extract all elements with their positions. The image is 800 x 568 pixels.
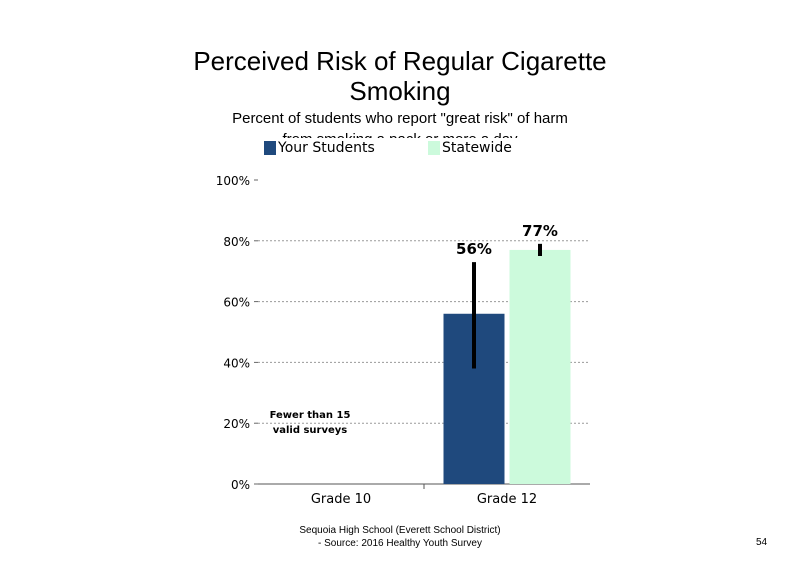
legend-label-your-students: Your Students	[278, 140, 375, 156]
chart-title-line-1: Perceived Risk of Regular Cigarette	[193, 46, 607, 76]
x-tick-label: Grade 12	[477, 492, 537, 507]
chart-subtitle: Percent of students who report "great ri…	[200, 108, 600, 138]
data-label: 56%	[456, 240, 492, 258]
y-tick-label: 60%	[223, 296, 250, 310]
y-tick-label: 40%	[223, 356, 250, 370]
chart-subtitle-line-1: Percent of students who report "great ri…	[232, 110, 568, 127]
legend-label-statewide: Statewide	[442, 140, 512, 156]
annotation-line-1: Fewer than 15	[270, 410, 351, 421]
chart-title-line-2: Smoking	[349, 76, 451, 106]
bar-statewide	[509, 249, 571, 484]
chart-title: Perceived Risk of Regular Cigarette Smok…	[150, 46, 650, 106]
y-tick-label: 0%	[231, 478, 250, 492]
footer-line-1: Sequoia High School (Everett School Dist…	[299, 525, 501, 536]
y-tick-label: 20%	[223, 417, 250, 431]
chart-subtitle-line-2: from smoking a pack or more a day	[200, 129, 600, 138]
data-label: 77%	[522, 222, 558, 240]
footer-line-2: - Source: 2016 Healthy Youth Survey	[318, 538, 482, 549]
legend-swatch-your-students	[264, 141, 276, 155]
x-tick-label: Grade 10	[311, 492, 371, 507]
y-tick-label: 100%	[216, 174, 250, 188]
page-number: 54	[756, 537, 768, 548]
annotation-line-2: valid surveys	[273, 425, 348, 436]
footer-source: Sequoia High School (Everett School Dist…	[250, 524, 550, 550]
y-tick-label: 80%	[223, 235, 250, 249]
legend-swatch-statewide	[428, 141, 440, 155]
